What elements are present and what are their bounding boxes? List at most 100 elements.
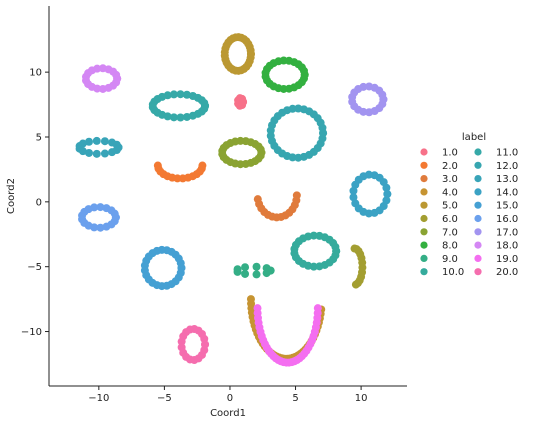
legend-title: label: [462, 132, 486, 143]
series-14.0: [349, 170, 392, 218]
data-point: [98, 64, 107, 73]
y-axis-label: Coord2: [6, 178, 17, 214]
data-point: [365, 82, 374, 91]
legend-marker: [474, 214, 482, 223]
legend-marker: [474, 175, 482, 183]
data-point: [239, 97, 248, 106]
x-tick-label: −10: [88, 393, 109, 404]
data-point: [300, 70, 309, 79]
series-8.0: [261, 56, 309, 93]
x-tick-label: −5: [157, 393, 172, 404]
legend-label: 7.0: [442, 227, 458, 238]
x-tick-label: 0: [227, 393, 233, 404]
data-point: [294, 104, 303, 113]
data-point: [177, 263, 186, 272]
legend-label: 8.0: [442, 241, 458, 252]
legend-marker: [420, 188, 428, 196]
series-18.0: [81, 64, 122, 93]
data-point: [182, 90, 191, 99]
legend-marker: [474, 201, 482, 209]
legend-marker: [474, 161, 482, 169]
legend: label 1.0 2.0 3.0 4.0 5.0 6.0 7.0 8.0 9.0 10.0 11.…: [420, 132, 518, 278]
data-point: [169, 90, 178, 99]
legend-label: 15.0: [496, 201, 518, 212]
legend-marker: [420, 161, 428, 169]
data-point: [176, 90, 185, 99]
series-3.0: [253, 191, 301, 222]
legend-label: 10.0: [442, 267, 464, 278]
data-point: [309, 262, 318, 271]
legend-marker: [474, 241, 482, 249]
data-point: [111, 213, 120, 222]
legend-label: 4.0: [442, 187, 458, 198]
data-point: [349, 193, 358, 202]
series-7.0: [218, 136, 266, 169]
series-10.0: [290, 231, 341, 271]
y-tick-label: 10: [29, 68, 42, 79]
data-point: [379, 95, 388, 104]
data-point: [332, 247, 341, 256]
legend-label: 6.0: [442, 214, 458, 225]
data-point: [233, 267, 242, 276]
data-point: [93, 84, 102, 93]
data-point: [292, 191, 301, 200]
data-point: [100, 137, 109, 146]
legend-marker: [474, 268, 482, 276]
data-point: [319, 129, 328, 138]
data-point: [100, 149, 109, 158]
legend-marker: [474, 228, 482, 236]
legend-label: 19.0: [496, 254, 518, 265]
data-point: [107, 138, 116, 147]
series-16.0: [78, 203, 120, 232]
data-point: [84, 148, 93, 157]
legend-label: 14.0: [496, 187, 518, 198]
series-9.0: [233, 262, 275, 279]
data-point: [163, 112, 172, 121]
data-point: [313, 304, 322, 313]
y-tick-label: 5: [36, 132, 42, 143]
axes: [48, 6, 407, 387]
x-axis-label: Coord1: [210, 408, 246, 419]
data-point: [92, 136, 101, 145]
data-point: [252, 270, 261, 279]
legend-marker: [420, 241, 428, 249]
data-point: [96, 203, 105, 212]
data-point: [96, 223, 105, 232]
data-point: [176, 113, 185, 122]
data-point: [257, 148, 266, 157]
legend-label: 9.0: [442, 254, 458, 265]
legend-marker: [420, 254, 428, 262]
data-point: [78, 147, 87, 156]
series-2.0: [153, 161, 207, 183]
data-point: [177, 337, 186, 346]
data-point: [349, 186, 358, 195]
series-12.0: [266, 104, 328, 162]
data-point: [288, 153, 297, 162]
legend-marker: [420, 214, 428, 223]
series-6.0: [350, 244, 367, 289]
data-point: [315, 231, 324, 240]
legend-marker: [420, 268, 428, 276]
legend-label: 18.0: [496, 241, 518, 252]
data-point: [90, 223, 99, 232]
legend-label: 3.0: [442, 174, 458, 185]
x-ticks: −10 −5 0 5 10: [88, 386, 367, 404]
data-point: [382, 196, 391, 205]
data-point: [169, 113, 178, 122]
y-ticks: −10 −5 0 5 10: [21, 68, 49, 338]
y-tick-label: 0: [36, 197, 42, 208]
legend-label: 13.0: [496, 174, 518, 185]
data-point: [102, 204, 111, 213]
series-1.0: [234, 94, 248, 110]
legend-marker: [474, 188, 482, 196]
data-point: [84, 137, 93, 146]
data-point: [350, 244, 359, 253]
data-point: [198, 161, 207, 170]
legend-label: 5.0: [442, 201, 458, 212]
legend-marker: [474, 254, 482, 262]
legend-label: 20.0: [496, 267, 518, 278]
series-15.0: [140, 245, 186, 291]
plot-area: [75, 33, 392, 367]
data-point: [241, 263, 250, 272]
